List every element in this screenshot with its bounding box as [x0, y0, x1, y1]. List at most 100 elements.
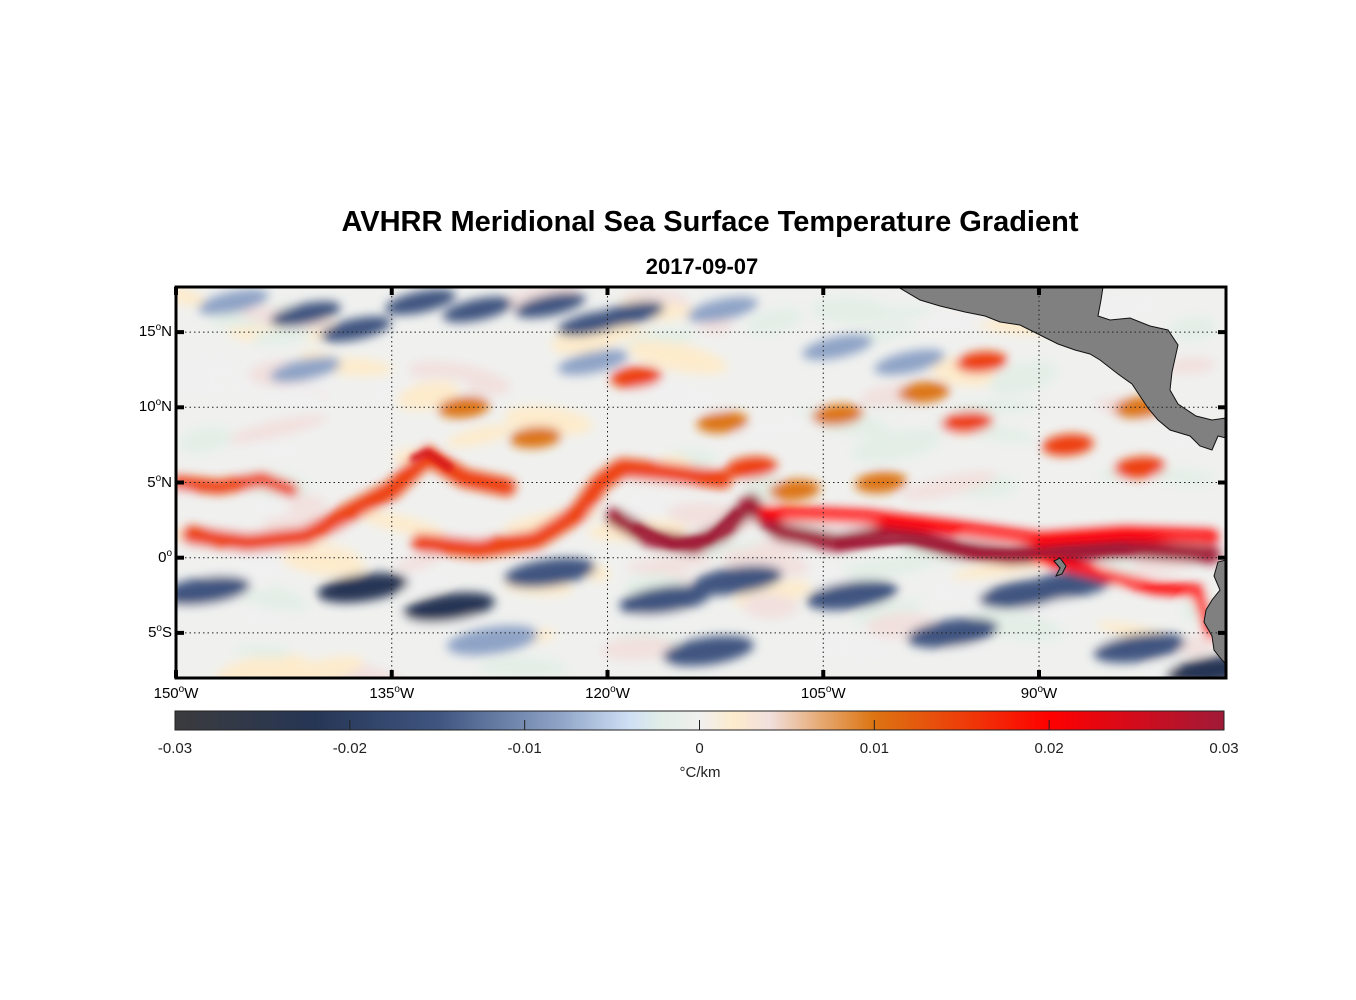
- field-blob: [251, 492, 293, 515]
- field-blob: [988, 360, 1058, 395]
- x-tick-label: 120oW: [585, 684, 630, 702]
- sst-gradient-field: [176, 287, 1226, 678]
- front-band: [1033, 551, 1218, 639]
- field-blob: [1169, 316, 1217, 341]
- field-blob: [941, 411, 993, 434]
- field-blob: [1113, 456, 1166, 479]
- chart-title: AVHRR Meridional Sea Surface Temperature…: [341, 206, 1079, 238]
- field-blob: [810, 633, 853, 655]
- field-blob: [829, 555, 934, 581]
- field-blob: [811, 297, 892, 325]
- field-blob: [851, 599, 922, 625]
- field-blob: [899, 419, 959, 437]
- front-band: [758, 505, 1219, 547]
- field-blob: [691, 565, 783, 596]
- field-blob: [509, 426, 562, 449]
- field-blob: [627, 340, 728, 375]
- field-blob: [317, 572, 409, 603]
- field-blob: [1041, 434, 1094, 456]
- axis-ticks: [174, 287, 1226, 678]
- field-blob: [408, 361, 512, 396]
- y-tick-label: 5oN: [147, 472, 172, 491]
- field-blob: [359, 510, 445, 538]
- field-blob: [270, 356, 341, 383]
- field-blob: [746, 307, 803, 334]
- field-blob: [687, 296, 758, 323]
- y-tick-label: 15oN: [138, 322, 172, 341]
- field-blob: [198, 289, 269, 315]
- field-blob: [806, 580, 898, 611]
- field-blob: [176, 354, 236, 387]
- front-band: [411, 458, 732, 558]
- field-blob: [907, 618, 999, 648]
- field-blob: [625, 555, 714, 572]
- colorbar-tick-label: -0.02: [332, 740, 367, 757]
- colorbar-tick-label: 0.01: [859, 740, 889, 757]
- field-blob: [229, 375, 329, 409]
- field-blob: [1177, 635, 1217, 656]
- land-galapagos: [1053, 557, 1067, 577]
- colorbar: [174, 710, 1225, 731]
- field-blob: [725, 456, 778, 479]
- field-blob: [504, 557, 596, 588]
- y-tick-label: 10oN: [138, 397, 172, 416]
- field-blob: [385, 289, 456, 315]
- colorbar-ticks: [349, 720, 1050, 730]
- field-blob: [479, 657, 568, 678]
- x-tick-label: 90oW: [1020, 684, 1058, 702]
- field-blob: [854, 471, 907, 494]
- land-mask: [897, 287, 1226, 665]
- front-band: [834, 536, 1129, 557]
- field-blob: [442, 296, 514, 323]
- colorbar-tick-label: 0.03: [1209, 740, 1239, 757]
- field-blob: [874, 349, 945, 375]
- field-blob: [943, 645, 999, 658]
- field-blob: [898, 381, 950, 403]
- field-blob: [696, 411, 749, 434]
- x-tick-label: 150oW: [153, 684, 199, 702]
- colorbar-tick-label: 0: [695, 740, 704, 757]
- y-tick-label: 5oS: [148, 622, 172, 641]
- front-band: [410, 449, 453, 471]
- field-blob: [955, 351, 1008, 373]
- y-tick-label: 0o: [158, 547, 172, 566]
- field-blob: [280, 547, 366, 576]
- colorbar-tick-label: -0.03: [157, 740, 193, 757]
- land-south-america: [1203, 559, 1226, 665]
- field-blob: [1152, 468, 1215, 485]
- field-blob: [446, 424, 515, 448]
- field-blob: [1094, 633, 1186, 663]
- field-blob: [305, 375, 341, 393]
- front-band: [181, 446, 516, 552]
- field-blob: [396, 569, 449, 595]
- field-blob: [270, 301, 341, 327]
- colorbar-unit: °C/km: [679, 764, 721, 781]
- field-blob: [734, 415, 834, 439]
- field-blob: [234, 644, 292, 658]
- front-band: [632, 509, 741, 548]
- field-blob: [176, 575, 251, 606]
- field-blob: [557, 349, 629, 375]
- x-tick-label: 105oW: [800, 684, 846, 702]
- field-blob: [1164, 356, 1216, 375]
- field-blob: [768, 479, 821, 501]
- field-blob: [901, 471, 997, 501]
- field-blob: [225, 414, 328, 444]
- field-blob: [179, 426, 232, 453]
- x-tick-label: 135oW: [369, 684, 415, 702]
- field-blob: [403, 592, 495, 623]
- land-central-america: [897, 287, 1226, 451]
- field-blob: [840, 635, 892, 661]
- field-blob: [269, 656, 364, 678]
- chart-subtitle: 2017-09-07: [645, 254, 759, 279]
- field-blob: [610, 366, 663, 388]
- field-blob: [619, 584, 711, 615]
- field-blob: [320, 316, 392, 342]
- field-blob: [437, 396, 490, 419]
- field-blob: [662, 636, 754, 666]
- colorbar-tick-label: 0.02: [1034, 740, 1064, 757]
- field-blob: [239, 440, 312, 455]
- colorbar-tick-label: -0.01: [507, 740, 542, 757]
- field-blob: [514, 292, 586, 318]
